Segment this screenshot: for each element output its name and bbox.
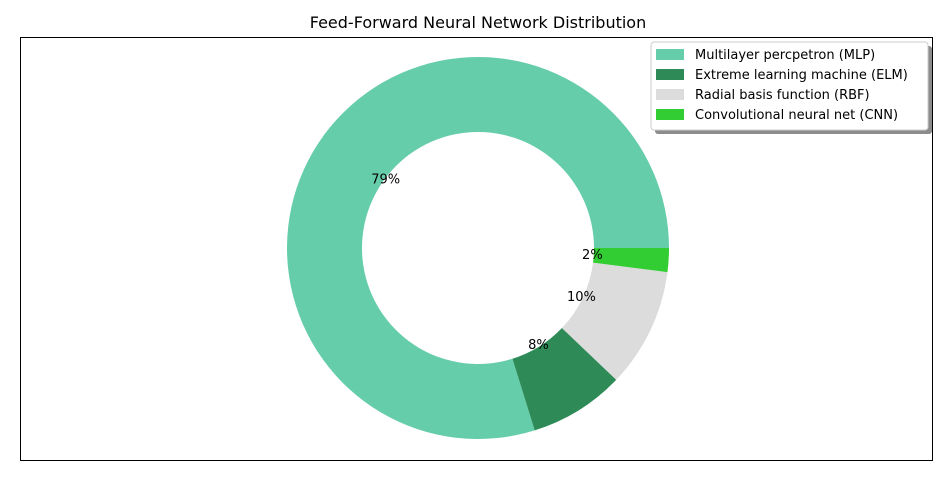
- slice-percent-label-3: 2%: [582, 248, 603, 263]
- legend-label-1: Extreme learning machine (ELM): [695, 68, 908, 83]
- donut-slice-1: [512, 328, 617, 431]
- donut-slice-0: [287, 57, 669, 440]
- donut-slice-3: [593, 248, 669, 273]
- chart-title: Feed-Forward Neural Network Distribution: [310, 13, 646, 32]
- plot-frame: [20, 37, 933, 461]
- slice-percent-label-1: 8%: [528, 338, 549, 353]
- legend: Multilayer percpetron (MLP) Extreme learn…: [650, 41, 932, 134]
- donut-slice-2: [561, 262, 668, 380]
- legend-label-2: Radial basis function (RBF): [695, 88, 870, 103]
- legend-box: [650, 41, 929, 131]
- slice-percent-label-2: 10%: [567, 290, 596, 305]
- legend-label-0: Multilayer percpetron (MLP): [695, 48, 875, 63]
- slice-percent-label-0: 79%: [371, 173, 400, 188]
- legend-swatch-0: [656, 49, 684, 60]
- legend-swatch-1: [656, 69, 684, 80]
- donut-slices: [287, 57, 669, 440]
- legend-swatch-2: [656, 89, 684, 100]
- percent-labels: 79% 8% 10% 2%: [371, 173, 602, 353]
- legend-label-3: Convolutional neural net (CNN): [695, 108, 898, 123]
- legend-swatch-3: [656, 109, 684, 120]
